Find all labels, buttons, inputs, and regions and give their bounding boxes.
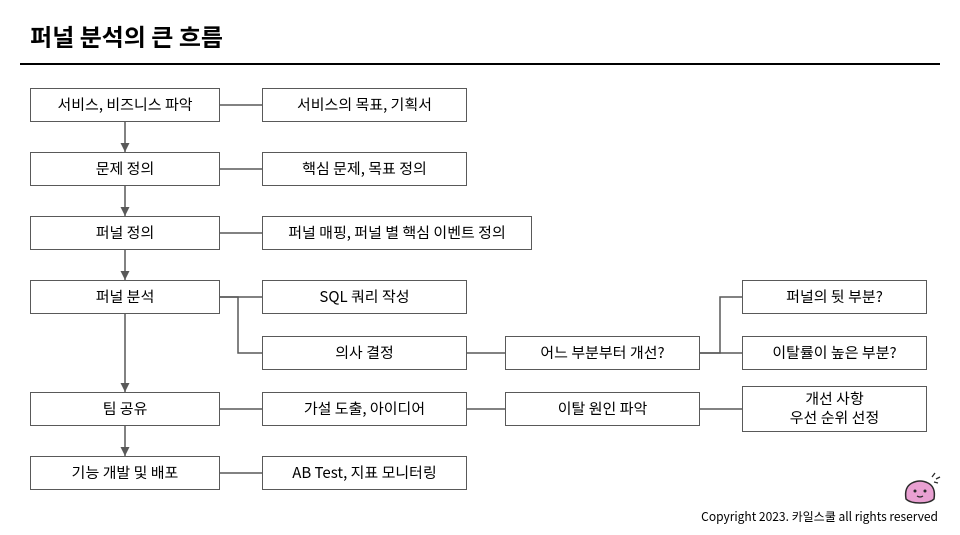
flow-node-b3: 퍼널 매핑, 퍼널 별 핵심 이벤트 정의 [262, 216, 532, 250]
flow-node-b2: 핵심 문제, 목표 정의 [262, 152, 467, 186]
flow-node-d6: 개선 사항우선 순위 선정 [742, 386, 927, 432]
copyright-text: Copyright 2023. 카일스쿨 all rights reserved [701, 508, 938, 525]
flow-node-a3: 퍼널 정의 [30, 216, 220, 250]
flow-node-d5: 이탈률이 높은 부분? [742, 336, 927, 370]
flow-node-b7: AB Test, 지표 모니터링 [262, 456, 467, 490]
flow-node-c6: 이탈 원인 파악 [505, 392, 700, 426]
flow-node-a7: 기능 개발 및 배포 [30, 456, 220, 490]
title-rule [20, 63, 940, 65]
page-title: 퍼널 분석의 큰 흐름 [0, 0, 960, 63]
flow-node-b6: 가설 도출, 아이디어 [262, 392, 467, 426]
mascot-icon [900, 469, 942, 505]
flow-node-d4: 퍼널의 뒷 부분? [742, 280, 927, 314]
flow-node-a1: 서비스, 비즈니스 파악 [30, 88, 220, 122]
connector-layer [0, 0, 960, 535]
flow-node-a6: 팀 공유 [30, 392, 220, 426]
flow-node-c5: 어느 부분부터 개선? [505, 336, 700, 370]
flow-node-a4: 퍼널 분석 [30, 280, 220, 314]
flow-node-b5: 의사 결정 [262, 336, 467, 370]
flow-node-b1: 서비스의 목표, 기획서 [262, 88, 467, 122]
flow-node-a2: 문제 정의 [30, 152, 220, 186]
flow-node-b4: SQL 쿼리 작성 [262, 280, 467, 314]
